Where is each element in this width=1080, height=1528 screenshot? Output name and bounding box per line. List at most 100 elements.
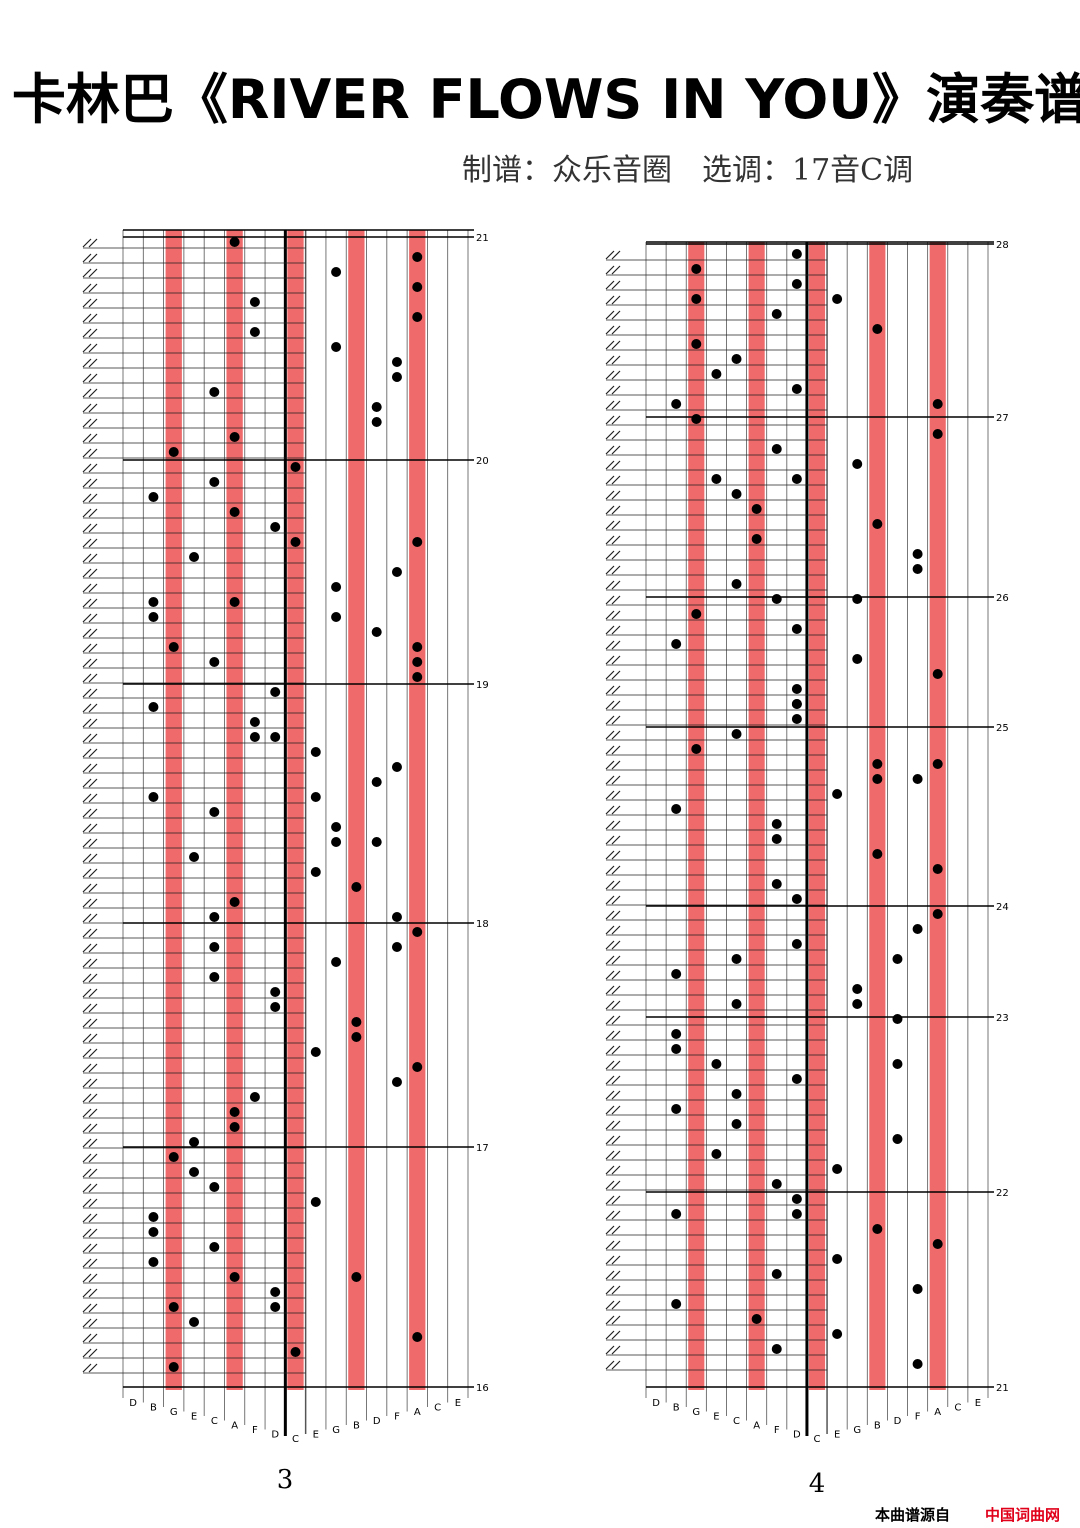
red-tine bbox=[688, 242, 705, 1390]
note-dot bbox=[371, 777, 382, 787]
note-dot bbox=[832, 294, 843, 304]
key-label: A bbox=[934, 1407, 941, 1418]
note-dot bbox=[771, 1179, 782, 1189]
note-stem bbox=[605, 595, 621, 605]
note-stem bbox=[605, 580, 621, 590]
key-label: B bbox=[673, 1403, 680, 1414]
note-stem bbox=[82, 1018, 98, 1028]
note-dot bbox=[209, 477, 220, 487]
note-stem bbox=[605, 1135, 621, 1145]
key-label: A bbox=[414, 1407, 421, 1418]
note-stem bbox=[605, 325, 621, 335]
note-stem bbox=[82, 853, 98, 863]
note-dot bbox=[711, 369, 722, 379]
note-dot bbox=[832, 789, 843, 799]
note-stem bbox=[605, 280, 621, 290]
note-stem bbox=[605, 625, 621, 635]
note-dot bbox=[791, 624, 802, 634]
key-label: D bbox=[129, 1398, 137, 1409]
note-dot bbox=[932, 429, 943, 439]
note-dot bbox=[872, 849, 883, 859]
note-stem bbox=[82, 403, 98, 413]
note-dot bbox=[832, 1329, 843, 1339]
note-stem bbox=[605, 970, 621, 980]
note-stem bbox=[605, 310, 621, 320]
red-tine bbox=[869, 242, 886, 1390]
note-dot bbox=[832, 1254, 843, 1264]
note-dot bbox=[791, 1074, 802, 1084]
note-stem bbox=[82, 763, 98, 773]
note-dot bbox=[310, 867, 321, 877]
note-dot bbox=[751, 504, 762, 514]
note-stem bbox=[82, 493, 98, 503]
key-label: B bbox=[353, 1421, 360, 1432]
note-dot bbox=[731, 999, 742, 1009]
note-dot bbox=[209, 657, 220, 667]
note-stem bbox=[82, 1333, 98, 1343]
note-stem bbox=[605, 1165, 621, 1175]
note-stem bbox=[605, 265, 621, 275]
red-tine bbox=[409, 230, 426, 1390]
note-stem bbox=[82, 433, 98, 443]
note-stem bbox=[605, 865, 621, 875]
note-stem bbox=[82, 718, 98, 728]
note-stem bbox=[605, 535, 621, 545]
note-stem bbox=[605, 415, 621, 425]
note-stem bbox=[605, 715, 621, 725]
note-dot bbox=[671, 1044, 682, 1054]
note-dot bbox=[331, 582, 342, 592]
note-stem bbox=[605, 370, 621, 380]
note-stem bbox=[605, 1330, 621, 1340]
note-dot bbox=[229, 432, 240, 442]
note-dot bbox=[711, 474, 722, 484]
note-stem bbox=[82, 823, 98, 833]
note-stem bbox=[605, 1345, 621, 1355]
note-stem bbox=[605, 1225, 621, 1235]
key-label: E bbox=[713, 1412, 719, 1423]
note-stem bbox=[82, 793, 98, 803]
note-stem bbox=[605, 1030, 621, 1040]
note-stem bbox=[605, 910, 621, 920]
note-stem bbox=[605, 1090, 621, 1100]
note-stem bbox=[82, 598, 98, 608]
note-dot bbox=[791, 1209, 802, 1219]
key-label: C bbox=[434, 1403, 441, 1414]
note-dot bbox=[270, 522, 281, 532]
note-dot bbox=[691, 294, 702, 304]
note-dot bbox=[671, 1209, 682, 1219]
note-stem bbox=[82, 373, 98, 383]
note-stem bbox=[82, 553, 98, 563]
note-dot bbox=[791, 699, 802, 709]
note-dot bbox=[148, 612, 159, 622]
note-stem bbox=[605, 505, 621, 515]
note-dot bbox=[872, 519, 883, 529]
note-stem bbox=[82, 1183, 98, 1193]
note-dot bbox=[189, 1167, 200, 1177]
note-dot bbox=[932, 759, 943, 769]
note-stem bbox=[605, 745, 621, 755]
measure-number: 20 bbox=[476, 456, 489, 467]
note-dot bbox=[791, 279, 802, 289]
key-label: G bbox=[170, 1407, 178, 1418]
note-dot bbox=[148, 1212, 159, 1222]
note-stem bbox=[82, 1093, 98, 1103]
note-stem bbox=[82, 448, 98, 458]
note-dot bbox=[872, 759, 883, 769]
note-stem bbox=[605, 1120, 621, 1130]
note-dot bbox=[290, 1347, 301, 1357]
note-dot bbox=[412, 252, 423, 262]
note-dot bbox=[371, 837, 382, 847]
note-stem bbox=[605, 940, 621, 950]
note-dot bbox=[912, 924, 923, 934]
note-stem bbox=[82, 1078, 98, 1088]
note-dot bbox=[391, 912, 402, 922]
note-stem bbox=[82, 868, 98, 878]
note-dot bbox=[331, 822, 342, 832]
footer-site: 中国词曲网 bbox=[985, 1506, 1060, 1524]
note-stem bbox=[605, 1000, 621, 1010]
note-dot bbox=[731, 1119, 742, 1129]
note-dot bbox=[412, 537, 423, 547]
note-dot bbox=[791, 939, 802, 949]
note-stem bbox=[82, 478, 98, 488]
note-stem bbox=[82, 808, 98, 818]
